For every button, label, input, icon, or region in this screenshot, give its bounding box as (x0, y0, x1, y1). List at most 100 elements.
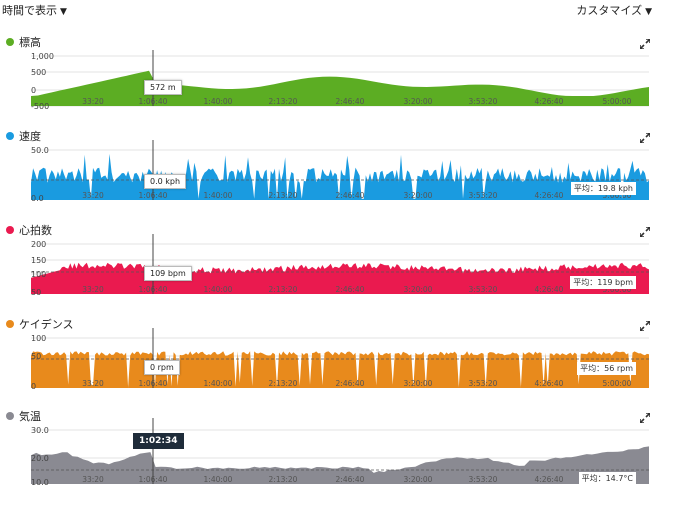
temperature-title: 気温 (6, 408, 41, 424)
x-tick-label: 4:26:40 (535, 379, 564, 388)
heartrate-title: 心拍数 (6, 222, 52, 238)
x-tick-label: 1:40:00 (204, 475, 233, 484)
x-tick-label: 3:20:00 (404, 379, 433, 388)
x-tick-label: 2:13:20 (269, 379, 298, 388)
y-axis-label: 50.0 (31, 146, 49, 155)
y-axis-label: 1,000 (31, 52, 54, 61)
x-tick-label: 4:26:40 (535, 475, 564, 484)
x-tick-label: 2:13:20 (269, 97, 298, 106)
x-tick-label: 33:20 (82, 191, 104, 200)
x-tick-label: 2:13:20 (269, 475, 298, 484)
elevation-title: 標高 (6, 34, 41, 50)
x-tick-label: 33:20 (82, 97, 104, 106)
temperature-area-series (31, 446, 649, 484)
expand-icon[interactable] (639, 34, 652, 50)
cadence-tooltip: 0 rpm (144, 360, 180, 375)
heartrate-chart-panel: 心拍数 33:20 1:06:40 1:40:00 2:13:20 2:46:40 3:20… (0, 222, 680, 304)
y-axis-label: 0 (31, 382, 37, 391)
expand-icon[interactable] (639, 408, 652, 424)
x-tick-label: 33:20 (82, 285, 104, 294)
y-axis-label: 20.0 (31, 454, 49, 463)
heartrate-average-label: 平均：119 bpm (570, 276, 636, 289)
x-tick-label: 1:40:00 (204, 379, 233, 388)
cadence-area-series (31, 351, 649, 388)
caret-down-icon: ▼ (645, 7, 652, 17)
speed-average-label: 平均：19.8 kph (570, 182, 636, 195)
y-axis-label: 200 (31, 240, 47, 249)
expand-icon[interactable] (639, 128, 652, 144)
speed-tooltip: 0.0 kph (144, 174, 187, 189)
y-axis-label: 150 (31, 256, 47, 265)
cadence-plot[interactable]: 33:20 1:06:40 1:40:00 2:13:20 2:46:40 3:20:00… (0, 316, 680, 398)
x-tick-label: 3:20:00 (404, 285, 433, 294)
x-tick-label: 3:20:00 (404, 97, 433, 106)
cadence-legend-dot (6, 320, 14, 328)
x-tick-label: 4:26:40 (535, 191, 564, 200)
speed-chart-panel: 速度 33:20 1:06:40 1:40:00 2:13:20 2:46:40 3:20:… (0, 128, 680, 210)
elevation-tooltip: 572 m (144, 80, 182, 95)
heartrate-title-label: 心拍数 (19, 224, 52, 237)
x-tick-label: 3:53:20 (469, 379, 498, 388)
speed-title-label: 速度 (19, 130, 41, 143)
temperature-legend-dot (6, 412, 14, 420)
x-tick-label: 1:40:00 (204, 285, 233, 294)
x-tick-label: 4:26:40 (535, 97, 564, 106)
y-axis-label: -500 (31, 102, 50, 111)
view-mode-label: 時間で表示 (2, 4, 57, 17)
y-axis-label: 0.0 (31, 194, 44, 203)
elevation-chart-panel: 標高 33:20 1:06:40 1:40:00 2:13:20 2:46:40 3:20:… (0, 34, 680, 116)
temperature-plot[interactable]: 33:20 1:06:40 1:40:00 2:13:20 2:46:40 3:20:00… (0, 408, 680, 498)
x-tick-label: 33:20 (82, 379, 104, 388)
x-tick-label: 4:26:40 (535, 285, 564, 294)
view-mode-dropdown[interactable]: 時間で表示 ▼ (2, 2, 67, 18)
y-axis-label: 30.0 (31, 426, 49, 435)
x-tick-label: 3:20:00 (404, 191, 433, 200)
caret-down-icon: ▼ (60, 7, 67, 17)
elevation-area-series (31, 70, 649, 106)
x-tick-label: 5:00:00 (603, 285, 632, 294)
elevation-title-label: 標高 (19, 36, 41, 49)
x-tick-label: 5:00:00 (603, 97, 632, 106)
x-tick-label: 2:46:40 (336, 285, 365, 294)
speed-plot[interactable]: 33:20 1:06:40 1:40:00 2:13:20 2:46:40 3:20:00… (0, 128, 680, 210)
x-tick-label: 1:40:00 (204, 191, 233, 200)
y-axis-label: 50 (31, 352, 42, 361)
y-axis-label: 100 (31, 334, 47, 343)
customize-dropdown[interactable]: カスタマイズ ▼ (576, 2, 652, 18)
elevation-plot[interactable]: 33:20 1:06:40 1:40:00 2:13:20 2:46:40 3:20:00… (0, 34, 680, 116)
x-tick-label: 5:00:00 (603, 379, 632, 388)
x-tick-label: 2:46:40 (336, 379, 365, 388)
x-tick-label: 3:20:00 (404, 475, 433, 484)
cadence-chart-panel: ケイデンス 33:20 1:06:40 1:40:00 2:13:20 2:46:40 3:… (0, 316, 680, 398)
cadence-title-label: ケイデンス (19, 318, 74, 331)
heartrate-plot[interactable]: 33:20 1:06:40 1:40:00 2:13:20 2:46:40 3:20:00… (0, 222, 680, 304)
temperature-average-label: 平均：14.7°C (578, 472, 636, 485)
speed-legend-dot (6, 132, 14, 140)
speed-title: 速度 (6, 128, 41, 144)
x-tick-label: 2:46:40 (336, 191, 365, 200)
x-tick-label: 2:13:20 (269, 191, 298, 200)
x-tick-label: 2:46:40 (336, 475, 365, 484)
x-tick-label: 3:53:20 (469, 191, 498, 200)
cursor-time-badge: 1:02:34 (133, 433, 184, 449)
cadence-title: ケイデンス (6, 316, 74, 332)
y-axis-label: 50 (31, 288, 42, 297)
x-tick-label: 3:53:20 (469, 475, 498, 484)
x-tick-label: 3:53:20 (469, 97, 498, 106)
top-bar: 時間で表示 ▼ カスタマイズ ▼ (0, 0, 680, 18)
expand-icon[interactable] (639, 316, 652, 332)
y-axis-label: 10.0 (31, 478, 49, 487)
temperature-title-label: 気温 (19, 410, 41, 423)
cadence-average-label: 平均：56 rpm (577, 362, 636, 375)
heartrate-tooltip: 109 bpm (144, 266, 192, 281)
y-axis-label: 0 (31, 86, 37, 95)
x-tick-label: 3:53:20 (469, 285, 498, 294)
elevation-legend-dot (6, 38, 14, 46)
temperature-chart-panel: 気温 33:20 1:06:40 1:40:00 2:13:20 2:46:40 3:20:… (0, 408, 680, 498)
heartrate-legend-dot (6, 226, 14, 234)
x-tick-label: 2:46:40 (336, 97, 365, 106)
x-tick-label: 1:40:00 (204, 97, 233, 106)
y-axis-label: 100 (31, 270, 47, 279)
expand-icon[interactable] (639, 222, 652, 238)
x-tick-label: 5:00:00 (603, 191, 632, 200)
